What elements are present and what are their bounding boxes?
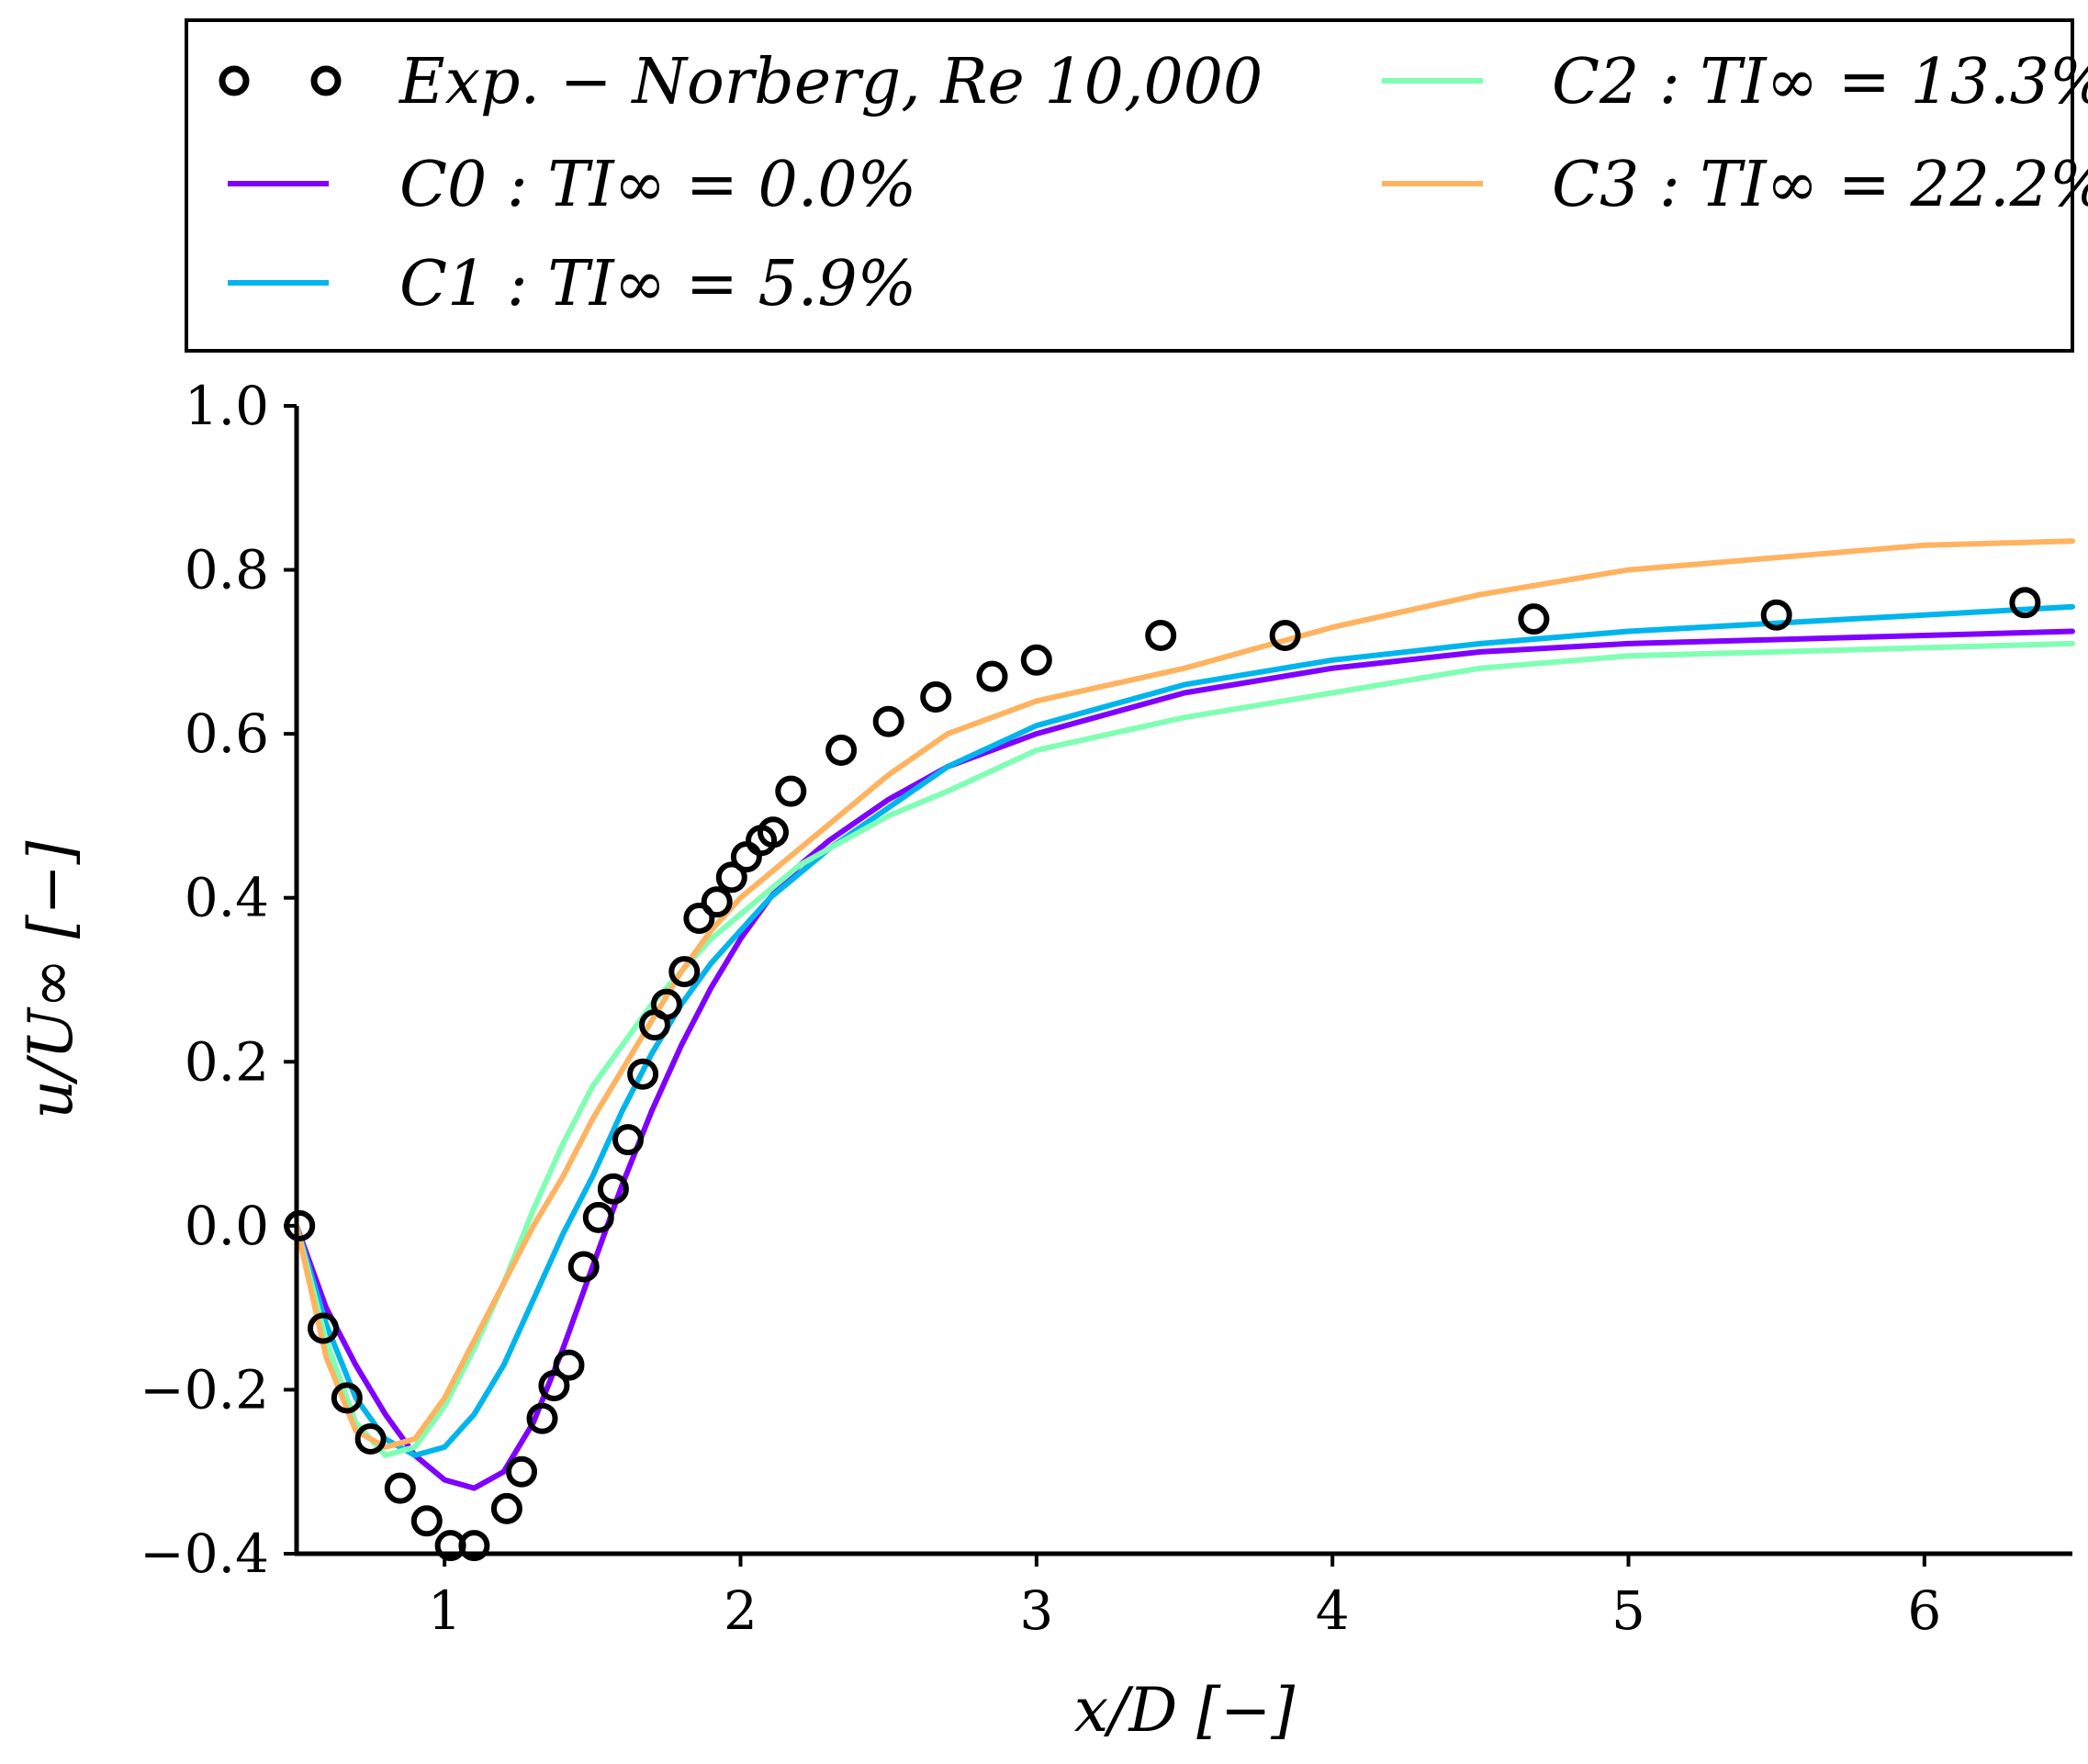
experimental-point (976, 660, 1008, 692)
x-tick-label: 2 (724, 1579, 758, 1642)
experimental-point (730, 841, 762, 873)
legend-marker-circle (219, 65, 250, 96)
experimental-point (683, 903, 715, 934)
legend-entry-c1: C1 : TI∞ = 5.9% (228, 248, 916, 320)
legend-frame (185, 18, 2074, 353)
experimental-point (331, 1382, 363, 1414)
x-tick-label: 6 (1907, 1579, 1941, 1642)
legend-label-c0: C0 : TI∞ = 0.0% (399, 149, 916, 221)
legend-entry-c2: C2 : TI∞ = 13.3% (1382, 46, 2088, 118)
experimental-point (758, 816, 789, 848)
x-axis-label: x/D [−] (1074, 1675, 1295, 1746)
experimental-point (775, 775, 807, 807)
y-tick-label: 0.6 (185, 702, 269, 765)
experimental-point (597, 1173, 629, 1205)
y-ticks: −0.4 −0.2 0.0 0.2 0.4 0.6 0.8 1.0 (140, 375, 297, 1585)
x-tick-label: 3 (1019, 1579, 1053, 1642)
y-tick-label: −0.2 (140, 1358, 269, 1421)
y-tick-label: −0.4 (140, 1522, 269, 1585)
experimental-point (526, 1402, 558, 1434)
y-tick-label: 0.0 (185, 1195, 269, 1257)
experimental-point (354, 1423, 387, 1455)
experimental-point (506, 1455, 537, 1488)
experimental-point (872, 705, 904, 737)
x-ticks: 1 2 3 4 5 6 (428, 1554, 1941, 1642)
experimental-point (384, 1472, 416, 1504)
experimental-point (920, 681, 952, 713)
x-tick-label: 4 (1316, 1579, 1350, 1642)
experimental-point (308, 1312, 339, 1344)
experimental-point (627, 1058, 659, 1090)
legend-label-c2: C2 : TI∞ = 13.3% (1552, 46, 2088, 118)
x-tick-label: 1 (428, 1579, 462, 1642)
experimental-point (538, 1370, 570, 1401)
y-tick-label: 1.0 (185, 375, 269, 437)
experimental-markers (284, 587, 2041, 1562)
experimental-point (410, 1505, 443, 1537)
y-tick-label: 0.4 (185, 867, 269, 929)
experimental-point (490, 1492, 522, 1524)
legend-entry-experimental: Exp. − Norberg, Re 10,000 (219, 46, 1263, 118)
legend-label-c1: C1 : TI∞ = 5.9% (399, 248, 916, 320)
experimental-point (1518, 603, 1550, 635)
series-line-c1 (294, 603, 2075, 1458)
experimental-point (582, 1201, 614, 1233)
experimental-point (1269, 620, 1301, 651)
experimental-point (1145, 620, 1177, 651)
experimental-point (1020, 644, 1052, 676)
y-axis-label: u/U∞ [−] (16, 840, 86, 1118)
x-tick-label: 5 (1611, 1579, 1645, 1642)
experimental-point (715, 861, 747, 893)
series-layer (294, 538, 2075, 1491)
y-tick-label: 0.2 (185, 1030, 269, 1093)
experimental-point (2009, 587, 2041, 619)
experimental-point (650, 988, 682, 1020)
legend-label-experimental: Exp. − Norberg, Re 10,000 (398, 46, 1263, 118)
legend: Exp. − Norberg, Re 10,000 C0 : TI∞ = 0.0… (185, 18, 2088, 353)
legend-marker-circle (310, 65, 342, 96)
legend-entry-c0: C0 : TI∞ = 0.0% (228, 149, 916, 221)
y-tick-label: 0.8 (185, 539, 269, 601)
legend-label-c3: C3 : TI∞ = 22.2% (1552, 149, 2088, 221)
experimental-point (553, 1349, 585, 1381)
series-line-c3 (294, 538, 2075, 1450)
experimental-point (701, 886, 733, 918)
experimental-point (458, 1530, 490, 1562)
experimental-point (1760, 599, 1792, 631)
experimental-point (612, 1124, 644, 1156)
series-line-c0 (294, 628, 2075, 1491)
experimental-point (825, 735, 858, 766)
legend-entry-c3: C3 : TI∞ = 22.2% (1382, 149, 2088, 221)
series-line-c2 (294, 640, 2075, 1458)
experimental-point (567, 1251, 600, 1283)
experimental-point (668, 956, 701, 988)
